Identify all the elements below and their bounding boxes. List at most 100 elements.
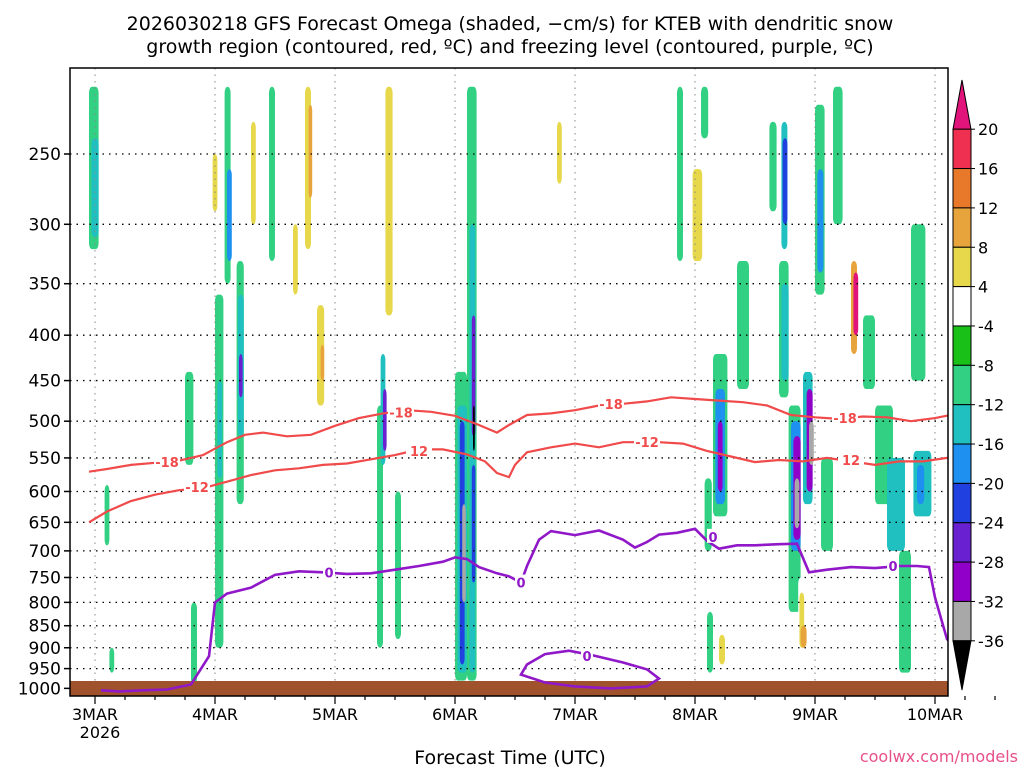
x-tick-label-9mar: 9MAR: [792, 705, 838, 724]
contour-label-2: -18: [599, 398, 623, 413]
omega-cell-52: [491, 224, 499, 583]
plot-frame: [69, 67, 949, 697]
omega-cell-22: [275, 491, 280, 562]
colorbar-label-9: -20: [978, 474, 1004, 493]
contour-label-bg-6: [634, 434, 660, 449]
contour-label-10: 0: [708, 531, 717, 546]
y-tick-label-550: 550: [29, 449, 61, 469]
colorbar-swatch-6: [952, 325, 972, 366]
omega-cell-51: [481, 86, 489, 295]
y-tick-label-850: 850: [29, 617, 61, 637]
colorbar-label-3: 8: [978, 238, 988, 257]
colorbar-label-7: -12: [978, 396, 1004, 415]
omega-cell-93: [833, 86, 843, 225]
omega-cell-97: [853, 272, 859, 336]
colorbar-label-10: -24: [978, 514, 1004, 533]
y-tick-label-350: 350: [29, 275, 61, 295]
omega-cell-91: [817, 169, 824, 273]
contour-label-bg-9: [515, 574, 527, 589]
omega-cell-30: [335, 86, 340, 170]
omega-cell-8: [191, 602, 197, 685]
omega-cell-83: [794, 478, 800, 529]
y-tick-label-450: 450: [29, 372, 61, 392]
contour-label-6: -12: [635, 436, 659, 451]
colorbar-label-13: -36: [978, 632, 1004, 651]
omega-cell-53: [509, 86, 517, 336]
x-tick-label-8mar: 8MAR: [672, 705, 718, 724]
omega-cell-32: [365, 86, 371, 237]
colorbar-swatch-4: [952, 246, 972, 288]
contour-label-bg-7: [838, 452, 864, 467]
omega-cell-28: [320, 344, 325, 381]
omega-cell-102: [911, 224, 926, 381]
contour-label-3: -18: [833, 412, 857, 427]
contour-label-4: -12: [185, 481, 209, 496]
colorbar-swatch-13: [952, 600, 972, 642]
y-tick-label-1000: 1000: [18, 679, 61, 699]
contour-minus12: [88, 441, 948, 524]
contour-label-bg-8: [323, 564, 335, 579]
contour-label-0: -18: [155, 456, 179, 471]
omega-cell-38: [404, 86, 411, 250]
colorbar-label-11: -28: [978, 553, 1004, 572]
omega-cell-17: [239, 353, 243, 398]
omega-cell-73: [749, 380, 757, 437]
y-tick-label-600: 600: [29, 482, 61, 502]
y-axis: 2503003504004505005506006507007508008509…: [18, 145, 70, 699]
y-tick-label-800: 800: [29, 593, 61, 613]
omega-cell-75: [769, 121, 777, 212]
omega-cell-89: [800, 625, 807, 648]
omega-cell-77: [781, 283, 789, 381]
omega-cell-24: [293, 224, 298, 295]
contour-label-bg-3: [832, 410, 858, 425]
omega-cell-44: [459, 421, 465, 665]
colorbar-swatch-5: [952, 286, 972, 327]
omega-cell-98: [863, 315, 875, 390]
colorbar-label-6: -8: [978, 356, 994, 375]
contour-lines: -18 -18 -18 -18 -12 12 -12 12 0 0 0 0 0: [88, 395, 948, 693]
omega-cell-1: [91, 138, 99, 237]
omega-cell-54: [521, 86, 527, 262]
omega-cell-71: [728, 305, 737, 437]
x-subtick-year: 2026: [80, 723, 121, 742]
omega-cell-2: [95, 592, 101, 640]
grid-lines: [70, 68, 948, 696]
colorbar-top-arrow: [952, 79, 972, 130]
contour-freezing-level-island: [519, 649, 662, 690]
omega-cell-100: [887, 457, 905, 551]
omega-cell-19: [251, 121, 256, 225]
omega-cell-26: [308, 104, 313, 198]
contour-label-5: 12: [410, 445, 428, 460]
x-axis-label: Forecast Time (UTC): [414, 747, 605, 768]
omega-cell-72: [737, 261, 749, 390]
omega-cell-79: [782, 138, 788, 225]
omega-cell-94: [839, 294, 847, 381]
omega-cell-70: [719, 634, 725, 665]
colorbar-label-4: 4: [978, 278, 988, 297]
omega-cell-3: [104, 484, 110, 546]
colorbar-swatch-1: [952, 128, 972, 170]
omega-cell-4: [109, 647, 115, 673]
colorbar-swatch-8: [952, 404, 972, 445]
colorbar-label-0: 20: [978, 120, 998, 139]
omega-cell-104: [917, 464, 925, 505]
colorbar-label-2: 12: [978, 199, 998, 218]
colorbar-label-8: -16: [978, 435, 1004, 454]
colorbar-label-5: -4: [978, 317, 994, 336]
contour-label-bg-12: [581, 648, 593, 663]
chart-title-line-2: growth region (contoured, red, ºC) and f…: [146, 36, 873, 58]
y-tick-label-500: 500: [29, 412, 61, 432]
colorbar-swatch-11: [952, 522, 972, 563]
y-tick-label-700: 700: [29, 542, 61, 562]
colorbar-label-1: 16: [978, 160, 998, 179]
omega-cell-92: [821, 457, 833, 551]
colorbar-swatch-2: [952, 168, 972, 209]
contour-label-11: 0: [888, 560, 897, 575]
omega-cell-18: [245, 86, 251, 336]
omega-cell-105: [935, 86, 947, 139]
omega-cell-12: [217, 380, 223, 479]
omega-cell-14: [227, 169, 232, 262]
contour-label-bg-5: [406, 442, 432, 457]
colorbar-swatch-7: [952, 364, 972, 406]
